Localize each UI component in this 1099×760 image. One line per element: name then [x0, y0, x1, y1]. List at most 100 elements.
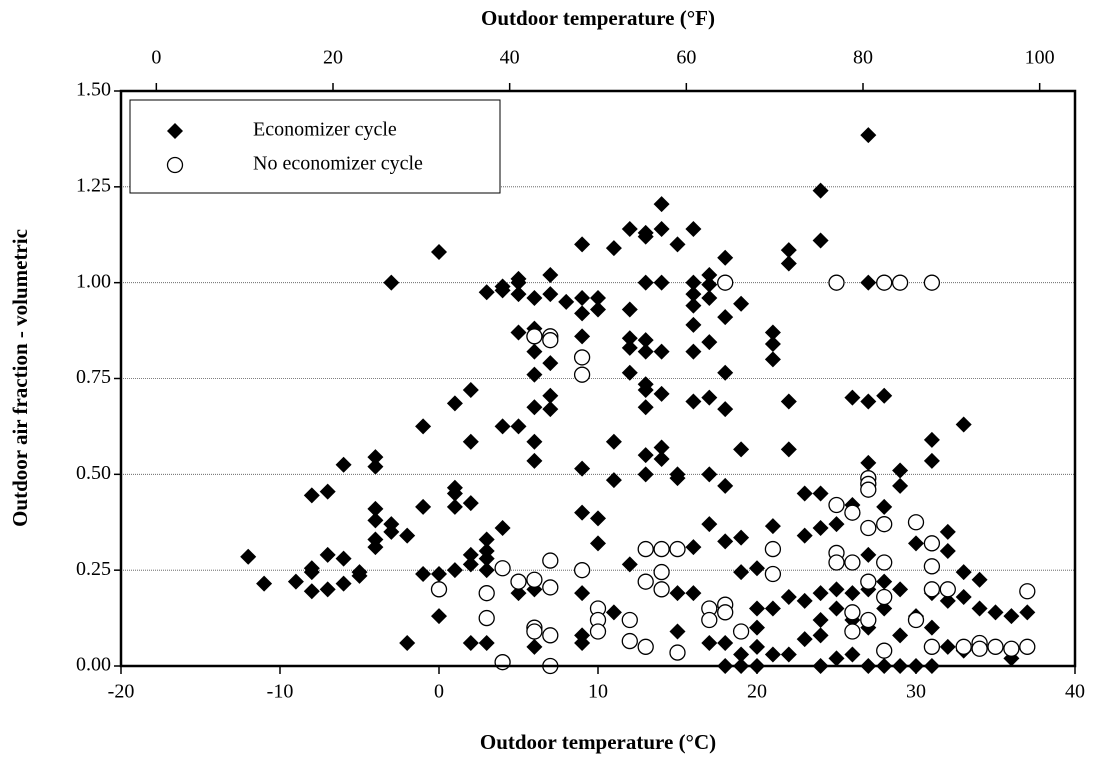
point: [653, 451, 670, 467]
point: [717, 604, 734, 621]
point: [637, 573, 654, 590]
point: [526, 366, 543, 383]
point: [383, 274, 400, 291]
point: [367, 458, 384, 475]
point: [542, 579, 559, 596]
point: [892, 462, 909, 479]
point: [733, 441, 750, 458]
point: [876, 387, 893, 404]
point: [574, 328, 591, 345]
point: [621, 221, 638, 237]
legend-box: [129, 99, 501, 194]
point: [701, 389, 718, 406]
point: [971, 640, 988, 657]
point: [685, 221, 702, 237]
point: [590, 301, 606, 318]
point: [1003, 640, 1020, 657]
point: [892, 477, 909, 494]
point: [574, 290, 591, 306]
point: [971, 571, 988, 588]
point: [685, 316, 702, 333]
point: [621, 301, 638, 318]
point: [812, 585, 829, 602]
point: [876, 274, 893, 291]
x2-tick-label: 20: [323, 47, 343, 69]
point: [574, 460, 591, 477]
point: [526, 343, 543, 360]
point: [860, 454, 877, 471]
point: [764, 351, 781, 368]
point: [637, 447, 654, 464]
point: [717, 533, 734, 550]
point: [860, 393, 877, 410]
point: [939, 581, 956, 598]
x-tick-label: 20: [747, 681, 767, 703]
legend-marker: [167, 123, 183, 139]
point: [573, 349, 591, 366]
point: [637, 466, 654, 483]
point: [637, 274, 654, 291]
point: [637, 343, 654, 360]
point: [367, 539, 384, 556]
x-tick-label: 40: [1065, 681, 1085, 703]
point: [319, 581, 336, 598]
point: [923, 274, 941, 291]
point: [462, 495, 479, 512]
point: [446, 498, 463, 515]
point: [669, 540, 686, 558]
point: [510, 573, 527, 590]
point: [462, 433, 479, 450]
point: [574, 504, 591, 521]
point: [494, 418, 511, 435]
point: [796, 592, 813, 609]
point: [319, 546, 336, 563]
point: [574, 635, 591, 651]
point: [605, 604, 622, 621]
point: [701, 290, 718, 306]
point: [431, 566, 447, 582]
y-tick-label: 1.50: [76, 79, 111, 101]
point: [764, 336, 781, 352]
point: [653, 581, 670, 598]
point: [478, 635, 495, 651]
point: [923, 431, 940, 448]
point: [510, 324, 527, 341]
point: [844, 623, 861, 640]
point: [446, 485, 463, 502]
point: [701, 276, 718, 293]
point: [335, 550, 352, 567]
point: [653, 563, 670, 581]
point: [653, 221, 670, 237]
point: [542, 627, 559, 644]
point: [717, 635, 734, 651]
point: [685, 274, 702, 291]
point: [510, 418, 527, 435]
point: [923, 452, 940, 469]
point: [351, 564, 368, 581]
point: [939, 543, 956, 559]
point: [860, 519, 877, 537]
point: [701, 635, 718, 651]
x-tick-label: -20: [108, 681, 135, 703]
point: [669, 644, 686, 661]
point: [876, 642, 893, 659]
x2-axis-label: Outdoor temperature (°F): [481, 6, 715, 30]
point: [876, 554, 893, 571]
point: [605, 240, 622, 257]
point: [701, 267, 718, 283]
point: [446, 562, 463, 579]
point: [780, 255, 797, 272]
point: [812, 232, 829, 249]
point: [1019, 604, 1036, 621]
point: [542, 401, 559, 418]
point: [637, 540, 654, 558]
point: [637, 638, 654, 655]
point: [542, 552, 559, 569]
point: [526, 452, 543, 469]
point: [732, 623, 750, 640]
point: [367, 512, 384, 529]
point: [844, 504, 861, 521]
point: [844, 554, 861, 571]
point: [494, 282, 511, 299]
